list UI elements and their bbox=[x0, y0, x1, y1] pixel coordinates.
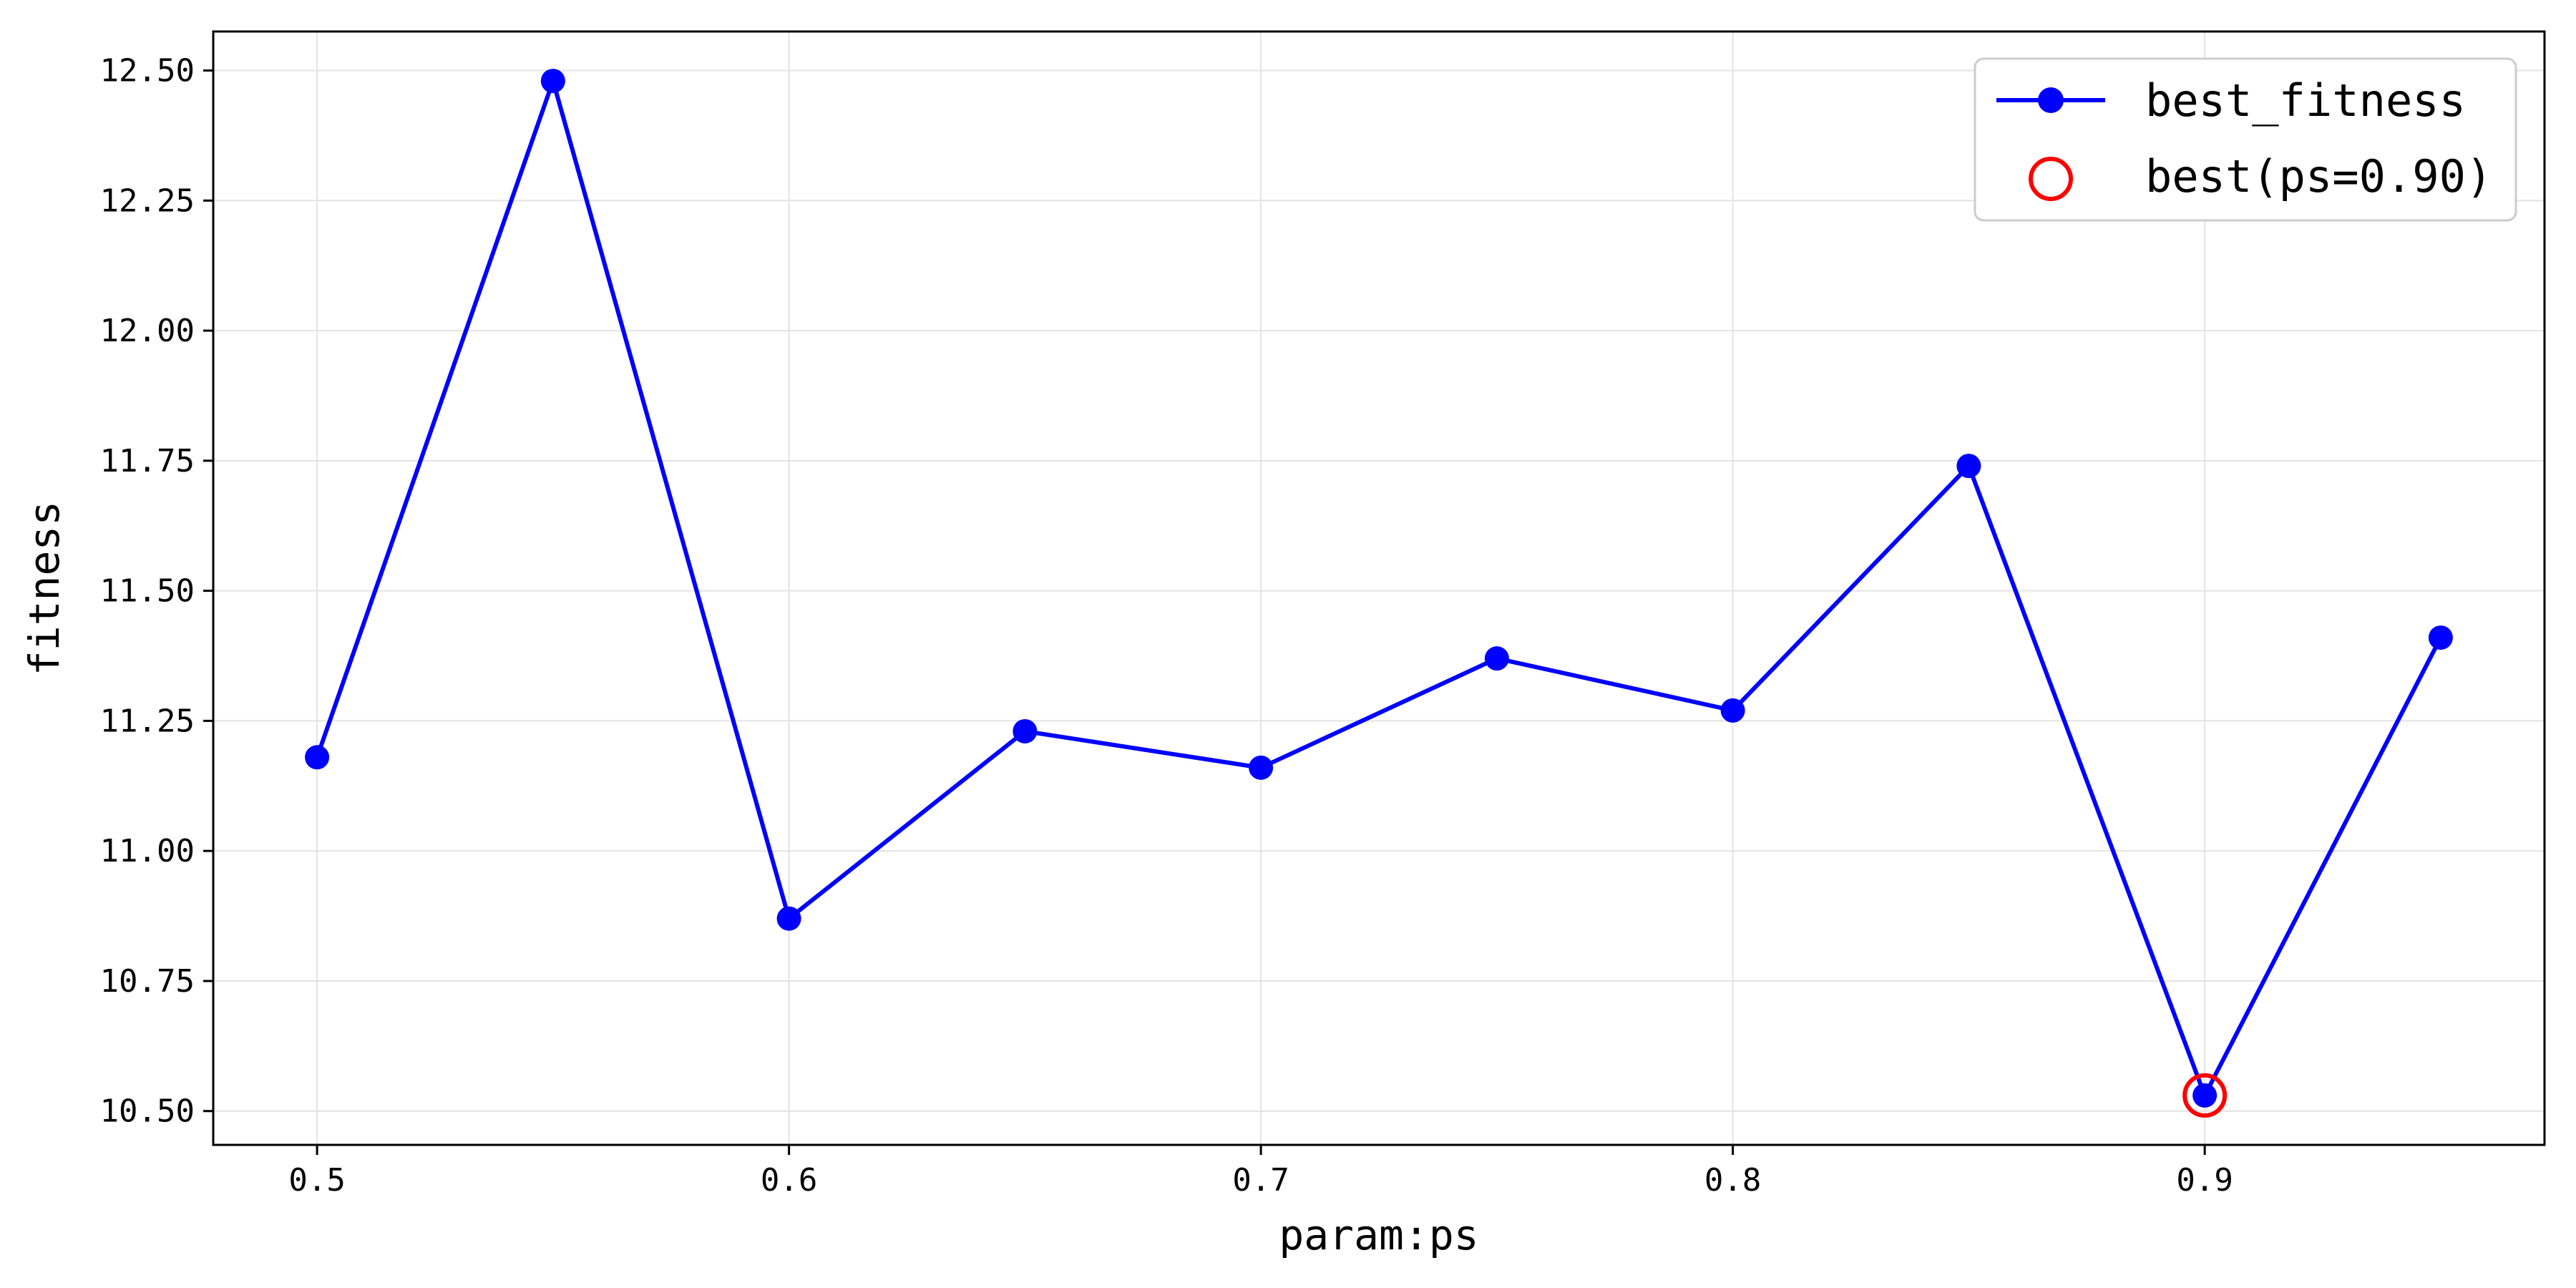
y-tick-label: 10.50 bbox=[100, 1093, 195, 1130]
data-point bbox=[2428, 625, 2453, 650]
data-point bbox=[305, 745, 330, 770]
x-axis-label: param:ps bbox=[1279, 1211, 1478, 1259]
data-point bbox=[1720, 698, 1745, 723]
series-line-best-fitness bbox=[315, 74, 2443, 1101]
x-tick-label: 0.8 bbox=[1704, 1162, 1761, 1199]
series-layer bbox=[305, 69, 2453, 1118]
data-point bbox=[2192, 1083, 2218, 1108]
x-tick-label: 0.9 bbox=[2176, 1162, 2233, 1199]
x-tick-label: 0.5 bbox=[288, 1162, 345, 1199]
best-point-marker bbox=[2182, 1073, 2228, 1118]
plot-frame bbox=[212, 30, 2546, 1146]
data-point bbox=[1484, 646, 1509, 671]
legend-label-best-fitness: best_fitness bbox=[2145, 74, 2466, 127]
data-point bbox=[1956, 454, 1981, 479]
legend-marker-best bbox=[2029, 157, 2073, 201]
y-tick-label: 11.75 bbox=[100, 443, 195, 479]
x-tick-label: 0.6 bbox=[761, 1162, 817, 1199]
legend-box bbox=[1974, 57, 2517, 222]
y-tick-label: 12.25 bbox=[100, 182, 195, 219]
data-point bbox=[776, 906, 801, 931]
legend-marker-best-fitness bbox=[2038, 87, 2064, 113]
y-tick-label: 10.75 bbox=[100, 963, 195, 1000]
y-tick-label: 11.00 bbox=[100, 833, 195, 869]
data-point bbox=[540, 69, 565, 94]
y-axis-label: fitness bbox=[20, 501, 69, 675]
ticks: 0.5 0.6 0.7 0.8 0.9 10.50 10.75 11.00 11.25 11.50… bbox=[100, 53, 2233, 1199]
x-tick-label: 0.7 bbox=[1232, 1162, 1289, 1199]
y-tick-label: 12.50 bbox=[100, 53, 195, 89]
y-tick-label: 12.00 bbox=[100, 313, 195, 349]
legend-label-best: best(ps=0.90) bbox=[2145, 150, 2492, 203]
legend: best_fitness best(ps=0.90) bbox=[1974, 57, 2517, 222]
y-tick-label: 11.25 bbox=[100, 703, 195, 739]
data-point bbox=[1249, 755, 1274, 780]
grid bbox=[213, 31, 2545, 1145]
data-point bbox=[1013, 718, 1038, 743]
y-tick-label: 11.50 bbox=[100, 573, 195, 610]
